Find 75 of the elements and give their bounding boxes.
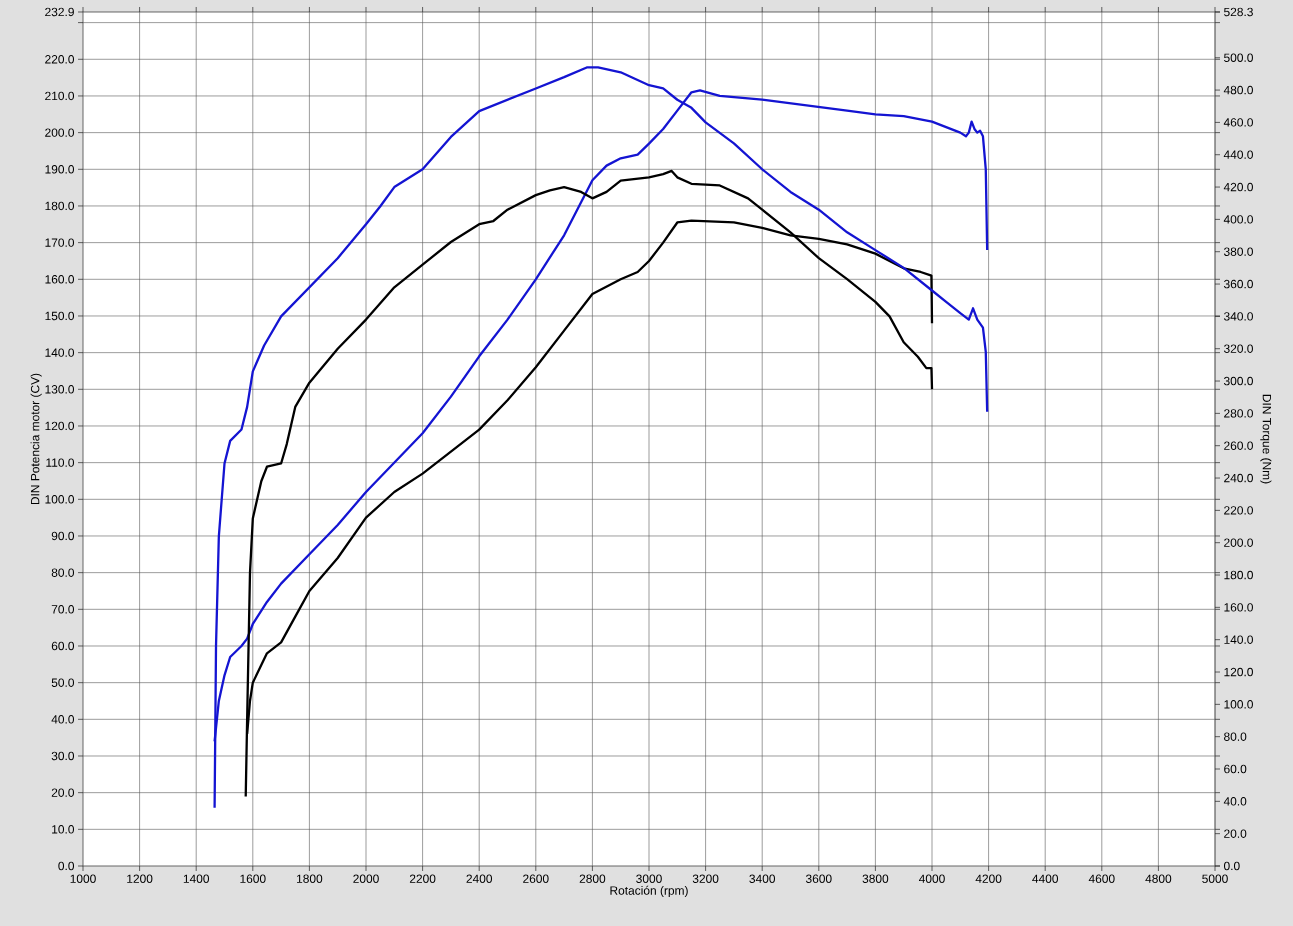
y-tick-label: 190.0	[45, 165, 75, 174]
x-tick-label: 4800	[1145, 874, 1172, 883]
y-tick-label: 100.0	[45, 495, 75, 504]
y-tick-label: 110.0	[46, 458, 75, 467]
x-tick-label: 4600	[1088, 874, 1115, 883]
y2-tick-label: 400.0	[1223, 215, 1253, 224]
y-tick-label: 180.0	[45, 201, 75, 211]
y2-tick-label: 120.0	[1224, 667, 1253, 677]
x-axis-title: Rotación (rpm)	[610, 885, 688, 898]
y-tick-label: 150.0	[45, 311, 75, 321]
x-tick-label: 2600	[523, 874, 549, 883]
y2-tick-label: 480.0	[1223, 85, 1253, 95]
y-tick-label: 0.0	[58, 861, 75, 871]
x-tick-label: 2200	[409, 874, 436, 883]
y2-tick-label: 40.0	[1223, 797, 1247, 806]
x-tick-label: 3400	[749, 874, 776, 883]
y2-tick-label: 440.0	[1223, 150, 1253, 159]
y2-tick-label: 100.0	[1224, 700, 1253, 709]
x-tick-label: 2800	[579, 874, 606, 883]
y2-tick-label: 200.0	[1224, 538, 1253, 547]
y-tick-label: 220.0	[45, 55, 75, 64]
y2-tick-label: 140.0	[1224, 635, 1253, 644]
y-tick-label: 232.9	[45, 7, 74, 17]
x-tick-label: 1800	[297, 874, 323, 883]
y-tick-label: 200.0	[45, 128, 75, 137]
x-tick-label: 1600	[240, 874, 266, 883]
y2-tick-label: 20.0	[1224, 829, 1247, 838]
x-tick-label: 5000	[1202, 874, 1228, 883]
x-tick-label: 4200	[975, 874, 1002, 883]
x-tick-label: 4400	[1032, 874, 1059, 883]
y2-tick-label: 160.0	[1224, 603, 1253, 612]
x-tick-label: 3800	[862, 874, 889, 883]
y2-tick-label: 280.0	[1224, 409, 1253, 418]
x-tick-label: 3000	[636, 874, 662, 883]
y-tick-label: 160.0	[45, 275, 75, 284]
x-tick-label: 3200	[692, 874, 719, 883]
x-tick-label: 1200	[127, 874, 153, 883]
x-tick-label: 3600	[805, 874, 832, 883]
y-tick-label: 80.0	[51, 568, 75, 577]
y2-tick-label: 460.0	[1223, 118, 1253, 127]
y2-tick-label: 260.0	[1224, 441, 1253, 450]
y2-tick-label: 60.0	[1224, 764, 1247, 774]
y2-tick-label: 300.0	[1223, 376, 1253, 386]
y-tick-label: 90.0	[51, 531, 75, 541]
y2-tick-label: 500.0	[1224, 53, 1253, 62]
y-tick-label: 60.0	[51, 641, 75, 651]
y2-tick-label: 240.0	[1224, 473, 1253, 483]
y-tick-label: 210.0	[45, 91, 75, 101]
y-tick-label: 20.0	[51, 788, 75, 797]
y2-tick-label: 340.0	[1223, 312, 1253, 321]
x-tick-label: 4000	[918, 874, 945, 883]
x-tick-label: 2000	[353, 874, 379, 883]
y2-tick-label: 360.0	[1223, 279, 1253, 289]
y2-axis-title: DIN Torque (Nm)	[1260, 394, 1272, 484]
y-tick-label: 30.0	[51, 751, 75, 761]
y2-tick-label: 220.0	[1224, 506, 1253, 515]
y-tick-label: 140.0	[45, 348, 75, 357]
x-tick-label: 1000	[70, 874, 96, 883]
y-axis-title: DIN Potencia motor (CV)	[30, 373, 42, 505]
y2-tick-label: 528.3	[1224, 7, 1253, 17]
y2-tick-label: 0.0	[1223, 861, 1240, 871]
y-tick-label: 120.0	[45, 421, 75, 431]
y-tick-label: 70.0	[51, 605, 75, 614]
x-tick-label: 1400	[183, 874, 210, 883]
y-tick-label: 170.0	[45, 238, 75, 247]
y2-tick-label: 380.0	[1223, 247, 1253, 256]
y2-tick-label: 320.0	[1223, 344, 1253, 353]
y2-tick-label: 80.0	[1224, 732, 1247, 741]
y-tick-label: 50.0	[51, 678, 75, 687]
y-tick-label: 40.0	[51, 715, 75, 724]
x-tick-label: 2400	[466, 874, 493, 883]
y-tick-label: 130.0	[45, 385, 75, 394]
y2-tick-label: 180.0	[1224, 570, 1253, 580]
y-tick-label: 10.0	[52, 825, 75, 834]
y2-tick-label: 420.0	[1223, 182, 1253, 192]
